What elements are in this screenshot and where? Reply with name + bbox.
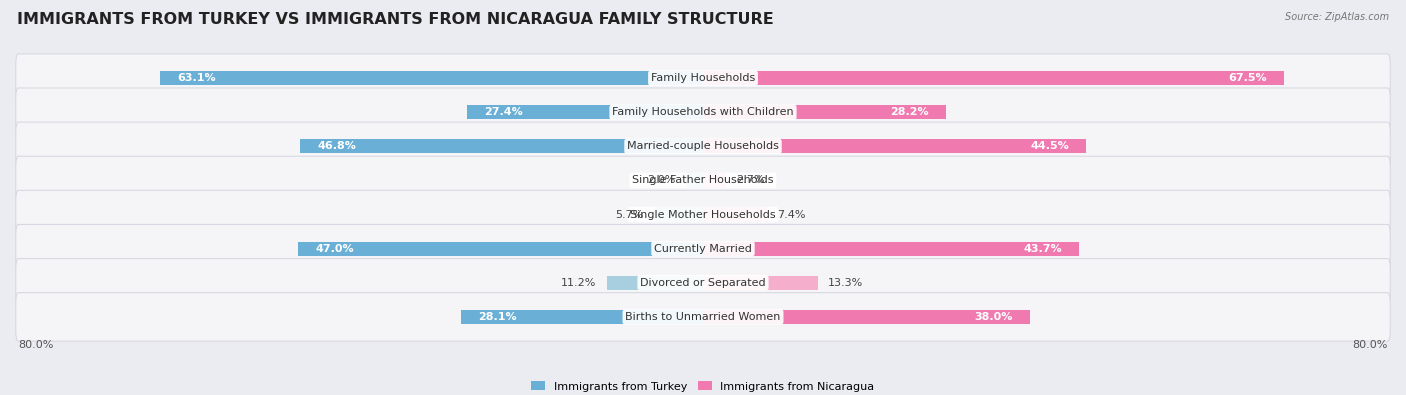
Bar	[703, 207, 766, 222]
Text: Divorced or Separated: Divorced or Separated	[640, 278, 766, 288]
Bar	[703, 241, 1080, 256]
Text: 28.2%: 28.2%	[890, 107, 928, 117]
Text: 38.0%: 38.0%	[974, 312, 1012, 322]
Bar	[299, 139, 703, 154]
FancyBboxPatch shape	[15, 293, 1391, 341]
Text: Births to Unmarried Women: Births to Unmarried Women	[626, 312, 780, 322]
Text: Single Father Households: Single Father Households	[633, 175, 773, 185]
Bar	[686, 173, 703, 188]
Text: 11.2%: 11.2%	[561, 278, 596, 288]
FancyBboxPatch shape	[15, 224, 1391, 273]
FancyBboxPatch shape	[15, 156, 1391, 205]
Text: Source: ZipAtlas.com: Source: ZipAtlas.com	[1285, 12, 1389, 22]
Text: 2.0%: 2.0%	[647, 175, 675, 185]
Bar	[703, 310, 1031, 324]
FancyBboxPatch shape	[15, 88, 1391, 136]
Text: 63.1%: 63.1%	[177, 73, 215, 83]
Text: 80.0%: 80.0%	[18, 340, 53, 350]
Text: IMMIGRANTS FROM TURKEY VS IMMIGRANTS FROM NICARAGUA FAMILY STRUCTURE: IMMIGRANTS FROM TURKEY VS IMMIGRANTS FRO…	[17, 12, 773, 27]
Text: 43.7%: 43.7%	[1024, 244, 1062, 254]
Bar	[298, 241, 703, 256]
Text: 27.4%: 27.4%	[484, 107, 523, 117]
Text: Family Households: Family Households	[651, 73, 755, 83]
FancyBboxPatch shape	[15, 122, 1391, 171]
Text: 28.1%: 28.1%	[478, 312, 517, 322]
Text: 47.0%: 47.0%	[315, 244, 354, 254]
Text: 44.5%: 44.5%	[1031, 141, 1069, 151]
Bar	[703, 139, 1087, 154]
Text: 80.0%: 80.0%	[1353, 340, 1388, 350]
Bar	[160, 71, 703, 85]
Legend: Immigrants from Turkey, Immigrants from Nicaragua: Immigrants from Turkey, Immigrants from …	[527, 377, 879, 395]
FancyBboxPatch shape	[15, 54, 1391, 102]
Text: 67.5%: 67.5%	[1229, 73, 1267, 83]
Bar	[606, 276, 703, 290]
Bar	[654, 207, 703, 222]
Text: Family Households with Children: Family Households with Children	[612, 107, 794, 117]
Bar	[703, 71, 1284, 85]
Bar	[703, 105, 946, 119]
Text: Single Mother Households: Single Mother Households	[630, 210, 776, 220]
Text: 46.8%: 46.8%	[318, 141, 356, 151]
Text: Married-couple Households: Married-couple Households	[627, 141, 779, 151]
Text: 2.7%: 2.7%	[737, 175, 765, 185]
Bar	[703, 276, 817, 290]
FancyBboxPatch shape	[15, 259, 1391, 307]
Text: Currently Married: Currently Married	[654, 244, 752, 254]
Bar	[461, 310, 703, 324]
Text: 5.7%: 5.7%	[616, 210, 644, 220]
Text: 13.3%: 13.3%	[828, 278, 863, 288]
Bar	[703, 173, 727, 188]
Bar	[467, 105, 703, 119]
FancyBboxPatch shape	[15, 190, 1391, 239]
Text: 7.4%: 7.4%	[778, 210, 806, 220]
